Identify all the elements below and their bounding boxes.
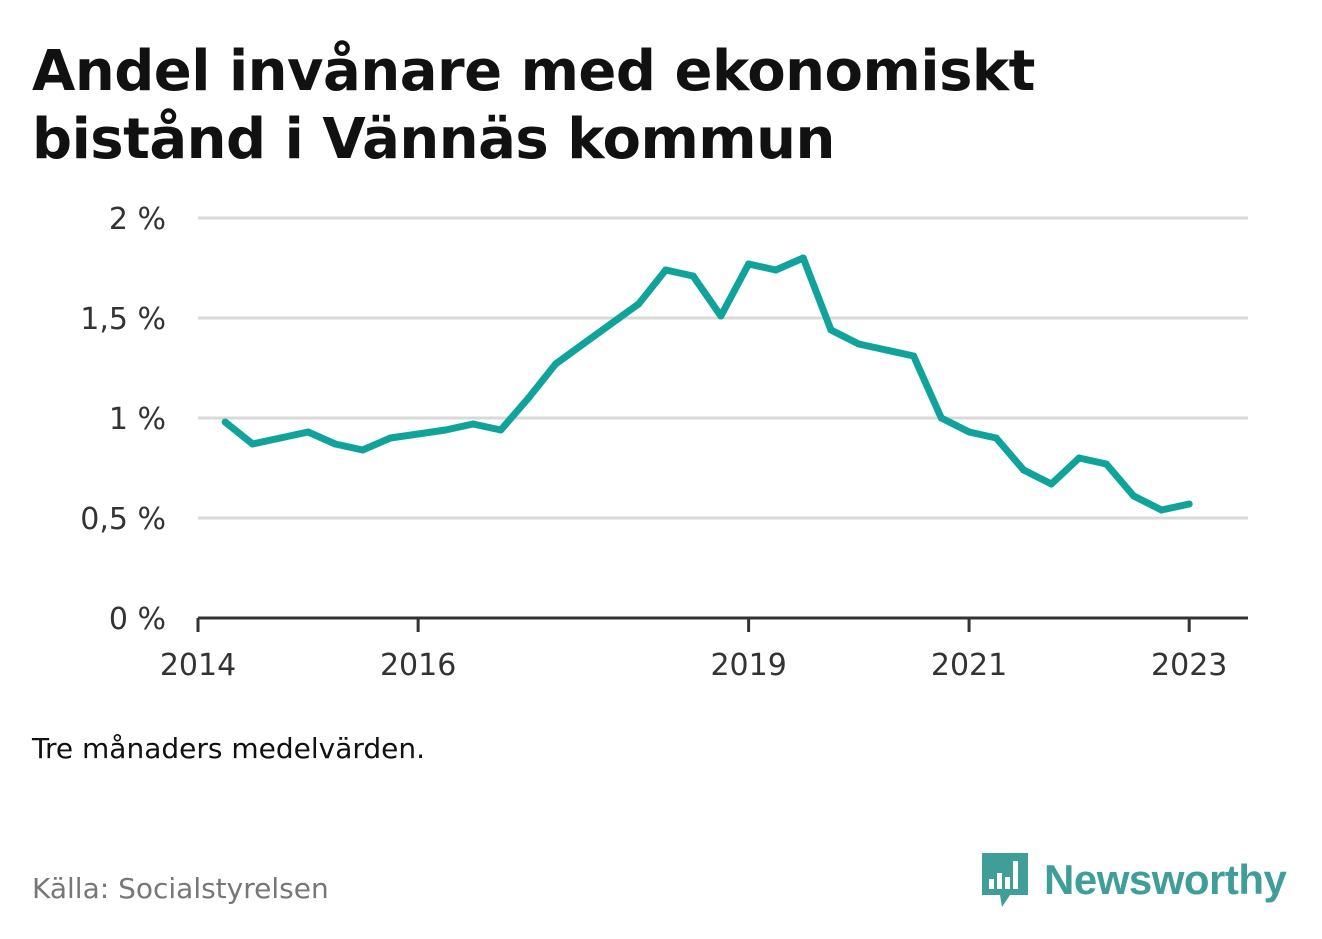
data-point [442, 426, 450, 434]
data-point [745, 260, 753, 268]
data-point [1020, 466, 1028, 474]
data-point [524, 394, 532, 402]
data-point [992, 434, 1000, 442]
data-point [497, 426, 505, 434]
data-point [1047, 480, 1055, 488]
newsworthy-logo: Newsworthy [980, 850, 1287, 910]
data-point [910, 352, 918, 360]
data-point [1102, 460, 1110, 468]
data-point [827, 326, 835, 334]
logo-text: Newsworthy [1044, 856, 1287, 903]
y-tick-labels: 0 % 0,5 % 1 % 1,5 % 2 % [80, 202, 166, 637]
x-tick-label: 2021 [931, 648, 1007, 683]
x-axis [196, 616, 1248, 632]
series-lines [221, 254, 1193, 514]
data-point [772, 266, 780, 274]
data-point [1185, 500, 1193, 508]
data-point [882, 346, 890, 354]
chart-title: Andel invånare med ekonomiskt bistånd i … [32, 39, 1035, 172]
data-point [607, 320, 615, 328]
x-tick-label: 2016 [380, 648, 456, 683]
x-tick-label: 2014 [160, 648, 236, 683]
data-point [359, 446, 367, 454]
data-point [386, 434, 394, 442]
x-tick-labels: 2014 2016 2019 2021 2023 [160, 648, 1228, 683]
data-point [331, 440, 339, 448]
data-point [552, 360, 560, 368]
data-point [469, 420, 477, 428]
data-point [717, 312, 725, 320]
data-point [579, 340, 587, 348]
series-line [222, 254, 1190, 514]
data-point [414, 430, 422, 438]
data-point [276, 434, 284, 442]
source-credit: Källa: Socialstyrelsen [32, 872, 329, 905]
data-point [937, 414, 945, 422]
data-point [662, 266, 670, 274]
y-tick-label: 0 % [109, 602, 166, 637]
data-point [1130, 492, 1138, 500]
data-point [799, 254, 807, 262]
data-point [689, 272, 697, 280]
data-point [1075, 454, 1083, 462]
y-tick-label: 1,5 % [80, 302, 166, 337]
data-point [221, 418, 229, 426]
data-point [1157, 506, 1165, 514]
data-point [635, 300, 643, 308]
y-tick-label: 1 % [109, 402, 166, 437]
y-tick-label: 2 % [109, 202, 166, 237]
chart-note: Tre månaders medelvärden. [32, 732, 426, 765]
y-grid [198, 216, 1248, 520]
data-point [965, 428, 973, 436]
data-point [855, 340, 863, 348]
data-point [249, 440, 257, 448]
y-tick-label: 0,5 % [80, 502, 166, 537]
x-tick-label: 2023 [1151, 648, 1227, 683]
x-tick-label: 2019 [710, 648, 786, 683]
bar-chart-speech-bubble-icon [982, 853, 1028, 907]
data-point [304, 428, 312, 436]
